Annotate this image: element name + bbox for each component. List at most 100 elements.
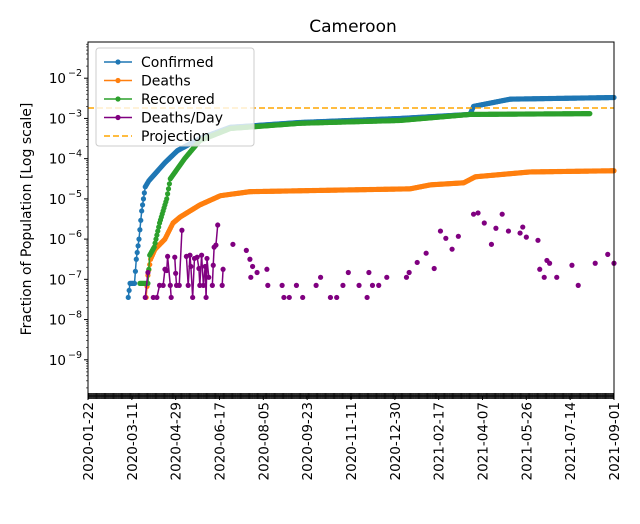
deaths-day-point (431, 265, 437, 272)
deaths-day-point (249, 263, 256, 270)
recovered-point (587, 111, 593, 117)
deaths-day-point (172, 254, 178, 260)
recovered-point (165, 191, 171, 197)
x-tick-label: 2021-09-01 (607, 402, 623, 480)
deaths-day-point (142, 294, 148, 301)
confirmed-point (139, 208, 145, 214)
deaths-day-point (575, 282, 581, 288)
confirmed-point (125, 294, 131, 301)
series-deaths (143, 168, 617, 301)
deaths-day-point (481, 220, 487, 226)
deaths-day-point (197, 282, 203, 288)
deaths-day-point (470, 211, 477, 217)
recovered-point (164, 196, 170, 202)
y-tick-exponent: −9 (68, 350, 82, 361)
y-tick-label: 10 (49, 192, 66, 208)
x-tick-label: 2021-07-14 (563, 402, 579, 480)
deaths-day-segment (212, 247, 215, 266)
recovered-point (152, 240, 158, 246)
legend-label-recovered: Recovered (141, 92, 215, 108)
deaths-day-segment (200, 255, 205, 286)
legend: Confirmed Deaths Recovered Deaths/Day Projec… (95, 47, 255, 147)
legend-marker-recovered (115, 96, 121, 102)
confirmed-point (141, 190, 147, 196)
deaths-day-point (520, 224, 526, 230)
deaths-day-point (220, 266, 226, 272)
deaths-day-point (165, 253, 171, 260)
deaths-day-segment (174, 257, 177, 274)
deaths-day-point (455, 233, 461, 239)
deaths-day-point (356, 282, 362, 288)
x-tick-label: 2020-11-11 (344, 402, 360, 480)
deaths-day-point (369, 282, 376, 288)
y-tick-label: 10 (49, 111, 66, 127)
deaths-day-point (248, 274, 254, 280)
x-tick-label: 2020-06-17 (213, 402, 229, 480)
confirmed-point (140, 196, 147, 202)
x-tick-label: 2020-03-11 (125, 402, 141, 480)
deaths-day-segment (178, 230, 183, 286)
recovered-point (151, 244, 157, 250)
x-tick-label: 2020-08-05 (256, 402, 272, 480)
deaths-day-point (179, 227, 185, 233)
deaths-day-segment (221, 269, 224, 286)
deaths-day-point (535, 237, 541, 243)
deaths-day-point (188, 263, 194, 270)
deaths-day-point (168, 294, 174, 301)
recovered-point (155, 228, 161, 234)
recovered-point (156, 224, 162, 230)
recovered-point (153, 236, 159, 242)
recovered-point (154, 232, 160, 238)
deaths-day-segment (211, 265, 214, 286)
deaths-day-point (210, 262, 216, 268)
series-deaths-day (142, 210, 617, 301)
deaths-day-point (475, 210, 481, 216)
legend-label-deaths-day: Deaths/Day (141, 111, 223, 127)
deaths-day-point (505, 228, 512, 234)
y-tick-label: 10 (49, 232, 66, 248)
y-tick-label: 10 (49, 313, 66, 329)
deaths-day-point (279, 282, 285, 288)
deaths-day-point (366, 269, 372, 276)
confirmed-point (139, 202, 146, 208)
y-tick-exponent: −6 (68, 229, 82, 240)
deaths-day-point (206, 274, 212, 280)
confirmed-point (126, 287, 132, 294)
deaths-day-point (493, 225, 499, 231)
axes: 2020-01-22 2020-03-11 2020-04-29 2020-06-17… (49, 41, 623, 480)
deaths-day-point (196, 265, 202, 272)
deaths-day-point (185, 282, 191, 288)
x-tick-label: 2020-09-23 (300, 402, 316, 480)
deaths-day-point (194, 254, 200, 260)
legend-label-confirmed: Confirmed (141, 55, 214, 71)
deaths-day-point (176, 282, 182, 288)
deaths-day-point (199, 252, 205, 258)
deaths-day-segment (206, 258, 210, 278)
deaths-day-point (546, 260, 553, 266)
y-tick-exponent: −2 (68, 68, 82, 79)
x-tick-label: 2021-05-26 (519, 402, 535, 480)
confirmed-point (138, 217, 144, 223)
deaths-day-point (523, 234, 529, 240)
deaths-day-point (203, 294, 209, 301)
deaths-day-point (215, 222, 221, 228)
deaths-day-point (286, 294, 292, 301)
confirmed-point (137, 227, 143, 233)
deaths-day-point (230, 241, 236, 247)
recovered-point (165, 186, 172, 192)
deaths-day-segment (215, 224, 219, 246)
deaths-day-point (554, 274, 560, 280)
deaths-day-point (423, 250, 429, 256)
legend-label-deaths: Deaths (141, 74, 191, 90)
confirmed-point (133, 256, 139, 262)
legend-box (95, 47, 255, 147)
y-tick-exponent: −4 (68, 149, 82, 160)
confirmed-point (136, 236, 142, 242)
y-tick-exponent: −5 (68, 189, 82, 200)
deaths-day-point (145, 269, 151, 276)
deaths-day-point (247, 256, 253, 262)
deaths-day-point (317, 274, 324, 280)
deaths-day-point (605, 251, 611, 257)
deaths-day-point (202, 263, 208, 270)
confirmed-point (134, 249, 140, 256)
